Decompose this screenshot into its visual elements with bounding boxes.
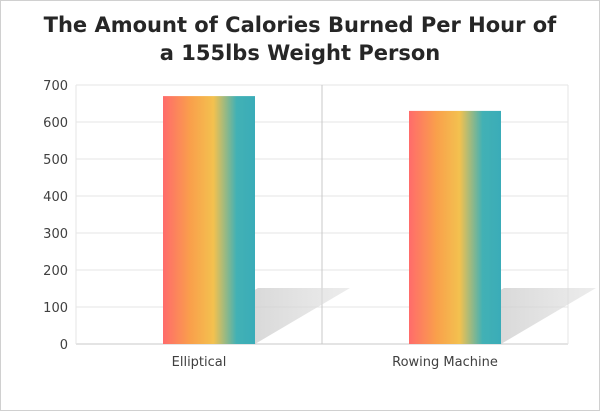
chart-title: The Amount of Calories Burned Per Hour o… <box>1 11 599 67</box>
y-tick-label: 400 <box>43 190 68 205</box>
x-axis-category-labels: Elliptical Rowing Machine <box>172 355 498 370</box>
y-tick-label: 600 <box>43 116 68 131</box>
y-tick-label: 500 <box>43 153 68 168</box>
y-tick-label: 0 <box>60 338 68 353</box>
bar <box>409 110 501 345</box>
x-category-label: Rowing Machine <box>392 355 498 370</box>
y-axis-tick-labels: 0 100 200 300 400 500 600 700 <box>43 79 68 353</box>
bars <box>163 96 501 345</box>
y-tick-label: 300 <box>43 227 68 242</box>
y-tick-label: 700 <box>43 79 68 94</box>
bar <box>163 96 255 344</box>
x-category-label: Elliptical <box>172 355 227 370</box>
y-tick-label: 100 <box>43 301 68 316</box>
chart-title-line-1: The Amount of Calories Burned Per Hour o… <box>43 13 557 37</box>
chart-title-line-2: a 155lbs Weight Person <box>159 41 441 65</box>
y-tick-label: 200 <box>43 264 68 279</box>
